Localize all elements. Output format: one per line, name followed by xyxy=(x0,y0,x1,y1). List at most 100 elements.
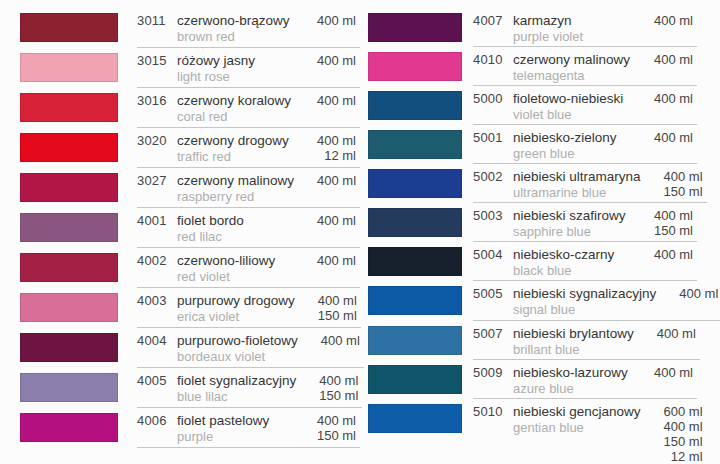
swatch-cell xyxy=(0,208,137,248)
color-names: fiolet bordo red lilac xyxy=(177,212,298,245)
swatch-cell xyxy=(0,328,137,368)
row-content: 5000 fioletowo-niebieski violet blue 400… xyxy=(473,86,697,125)
color-name-polish: czerwony malinowy xyxy=(177,172,294,189)
volume-list: 400 ml xyxy=(635,51,697,83)
row-content: 4003 purpurowy drogowy erica violet 400 … xyxy=(137,288,361,328)
volume-list: 400 ml150 ml xyxy=(300,372,362,405)
color-name-polish: niebieski sygnalizacyjny xyxy=(513,285,656,302)
color-names: fiolet pastelowy purple xyxy=(177,412,298,445)
color-name-polish: niebiesko-czarny xyxy=(513,246,631,263)
color-code: 5002 xyxy=(473,168,513,200)
volume-list: 400 ml xyxy=(298,252,360,285)
color-swatch xyxy=(20,373,118,402)
row-content: 4010 czerwony malinowy telemagenta 400 m… xyxy=(473,47,697,86)
volume-list: 400 ml150 ml xyxy=(299,292,361,325)
catalog-column-left: 3011 czerwono-brązowy brown red 400 ml 3… xyxy=(0,0,360,464)
color-swatch xyxy=(368,365,462,394)
color-name-english: red lilac xyxy=(177,229,294,245)
color-swatch xyxy=(20,13,118,42)
color-name-polish: purpurowy drogowy xyxy=(177,292,295,309)
swatch-cell xyxy=(360,125,473,164)
swatch-cell xyxy=(0,368,137,408)
color-swatch xyxy=(368,169,462,198)
volume-list: 400 ml150 ml xyxy=(635,207,697,239)
volume-list: 400 ml xyxy=(635,364,697,396)
row-content: 5001 niebiesko-zielony green blue 400 ml xyxy=(473,125,697,164)
color-name-english: bordeaux violet xyxy=(177,349,298,365)
color-code: 5003 xyxy=(473,207,513,239)
volume-list: 400 ml xyxy=(635,90,697,122)
row-content: 3015 różowy jasny light rose 400 ml xyxy=(137,48,360,88)
color-names: niebiesko-czarny black blue xyxy=(513,246,635,278)
color-name-english: ultramarine blue xyxy=(513,185,641,201)
color-swatch xyxy=(368,52,462,81)
row-content: 4005 fiolet sygnalizacyjny blue lilac 40… xyxy=(137,368,362,408)
color-names: purpurowo-fioletowy bordeaux violet xyxy=(177,332,302,365)
color-name-english: signal blue xyxy=(513,302,656,318)
color-name-english: raspberry red xyxy=(177,189,294,205)
color-catalog-page: 3011 czerwono-brązowy brown red 400 ml 3… xyxy=(0,0,720,464)
volume-value: 400 ml xyxy=(298,13,356,28)
color-code: 4010 xyxy=(473,51,513,83)
color-row: 4010 czerwony malinowy telemagenta 400 m… xyxy=(360,47,720,86)
color-code: 5000 xyxy=(473,90,513,122)
volume-value: 400 ml xyxy=(645,169,703,184)
color-swatch xyxy=(20,93,118,122)
volume-value: 400 ml xyxy=(298,213,356,228)
color-names: czerwony drogowy traffic red xyxy=(177,132,298,165)
color-row: 3011 czerwono-brązowy brown red 400 ml xyxy=(0,8,360,48)
color-name-english: purple violet xyxy=(513,29,631,45)
color-row: 4005 fiolet sygnalizacyjny blue lilac 40… xyxy=(0,368,360,408)
color-names: niebieski brylantowy brillant blue xyxy=(513,325,638,357)
volume-value: 400 ml xyxy=(645,419,703,434)
volume-value: 150 ml xyxy=(300,388,358,403)
color-name-polish: niebieski gencjanowy xyxy=(513,403,641,420)
color-names: fioletowo-niebieski violet blue xyxy=(513,90,635,122)
color-name-polish: fioletowo-niebieski xyxy=(513,90,631,107)
volume-value: 400 ml xyxy=(635,247,693,262)
color-swatch xyxy=(368,13,462,42)
swatch-cell xyxy=(360,164,473,203)
volume-value: 400 ml xyxy=(300,373,358,388)
row-content: 4006 fiolet pastelowy purple 400 ml150 m… xyxy=(137,408,360,448)
color-row: 5007 niebieski brylantowy brillant blue … xyxy=(360,321,720,360)
row-content: 5007 niebieski brylantowy brillant blue … xyxy=(473,321,700,360)
color-name-english: telemagenta xyxy=(513,68,631,84)
volume-list: 400 ml150 ml xyxy=(298,412,360,445)
color-row: 5005 niebieski sygnalizacyjny signal blu… xyxy=(360,281,720,320)
volume-list: 400 ml xyxy=(298,12,360,45)
color-row: 5004 niebiesko-czarny black blue 400 ml xyxy=(360,242,720,281)
volume-value: 400 ml xyxy=(635,13,693,28)
swatch-cell xyxy=(0,8,137,48)
row-content: 3020 czerwony drogowy traffic red 400 ml… xyxy=(137,128,360,168)
color-name-polish: karmazyn xyxy=(513,12,631,29)
color-row: 4006 fiolet pastelowy purple 400 ml150 m… xyxy=(0,408,360,448)
volume-value: 600 ml xyxy=(645,404,703,419)
color-row: 3016 czerwony koralowy coral red 400 ml xyxy=(0,88,360,128)
swatch-cell xyxy=(360,86,473,125)
color-code: 3016 xyxy=(137,92,177,125)
color-names: czerwony koralowy coral red xyxy=(177,92,298,125)
color-name-polish: czerwony drogowy xyxy=(177,132,294,149)
swatch-cell xyxy=(360,47,473,86)
color-code: 5005 xyxy=(473,285,513,317)
color-code: 5009 xyxy=(473,364,513,396)
swatch-cell xyxy=(360,360,473,399)
color-code: 4001 xyxy=(137,212,177,245)
volume-value: 400 ml xyxy=(638,326,696,341)
color-row: 5002 niebieski ultramaryna ultramarine b… xyxy=(360,164,720,203)
color-code: 5010 xyxy=(473,403,513,462)
color-name-english: purple xyxy=(177,429,294,445)
volume-value: 400 ml xyxy=(302,333,360,348)
row-content: 4007 karmazyn purple violet 400 ml xyxy=(473,8,697,47)
row-content: 4002 czerwono-liliowy red violet 400 ml xyxy=(137,248,360,288)
color-row: 5003 niebieski szafirowy sapphire blue 4… xyxy=(360,203,720,242)
color-names: czerwony malinowy raspberry red xyxy=(177,172,298,205)
color-names: czerwono-brązowy brown red xyxy=(177,12,298,45)
color-row: 4002 czerwono-liliowy red violet 400 ml xyxy=(0,248,360,288)
row-content: 5003 niebieski szafirowy sapphire blue 4… xyxy=(473,203,697,242)
color-code: 4004 xyxy=(137,332,177,365)
swatch-cell xyxy=(360,203,473,242)
volume-list: 400 ml xyxy=(635,246,697,278)
volume-value: 400 ml xyxy=(660,286,718,301)
